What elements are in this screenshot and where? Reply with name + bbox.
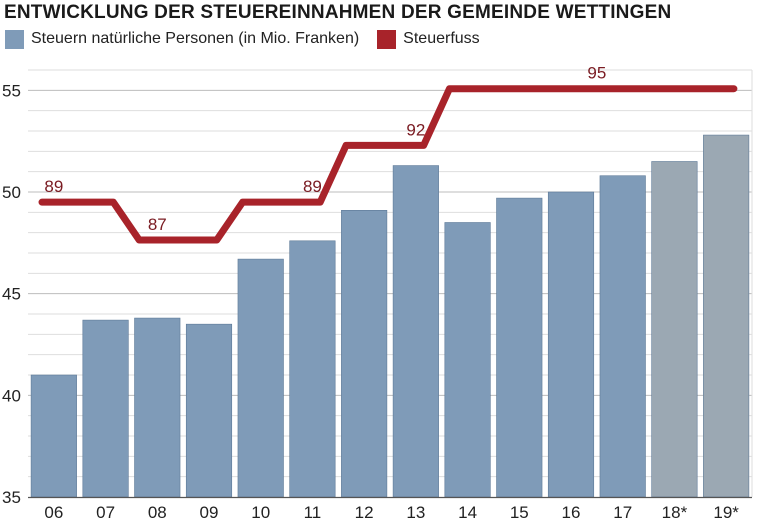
legend-label-steuern: Steuern natürliche Personen (in Mio. Fra…: [31, 30, 360, 47]
x-tick-label: 14: [458, 503, 477, 522]
y-tick-label: 45: [2, 285, 21, 304]
y-tick-label: 40: [2, 386, 21, 405]
chart-title: ENTWICKLUNG DER STEUEREINNAHMEN DER GEME…: [4, 2, 672, 23]
x-tick-label: 08: [148, 503, 167, 522]
x-tick-label: 16: [562, 503, 581, 522]
bar-07: [82, 319, 129, 498]
x-tick-label: 15: [510, 503, 529, 522]
x-tick-label: 06: [44, 503, 63, 522]
x-tick-label: 13: [406, 503, 425, 522]
bar-15: [496, 197, 543, 498]
x-tick-label: 18*: [662, 503, 688, 522]
legend-item-steuerfuss: Steuerfuss: [377, 29, 480, 49]
bar-16: [547, 191, 595, 498]
steuerfuss-label: 89: [303, 177, 322, 196]
steuerfuss-labels: 89 87 89 92 95: [44, 64, 606, 234]
y-tick-label: 35: [2, 488, 21, 507]
x-tick-label: 07: [96, 503, 115, 522]
bar-14: [444, 222, 491, 498]
bar-11: [289, 240, 336, 498]
y-axis: 35 40 45 50 55: [2, 81, 21, 507]
steuerfuss-label: 95: [587, 64, 606, 83]
x-tick-label: 19*: [713, 503, 739, 522]
steuerfuss-path: [38, 85, 738, 244]
legend: Steuern natürliche Personen (in Mio. Fra…: [5, 27, 498, 51]
steuerfuss-label: 92: [406, 120, 425, 139]
steuerfuss-label: 89: [44, 177, 63, 196]
y-tick-label: 50: [2, 183, 21, 202]
legend-swatch-steuern: [5, 29, 24, 49]
x-axis: 06 07 08 09 10 11 12 13 14 15 16 17 18* 19*: [28, 496, 752, 522]
bar-09: [185, 323, 233, 498]
x-tick-label: 11: [304, 503, 322, 522]
x-tick-label: 09: [200, 503, 219, 522]
bar-18-forecast: [651, 161, 698, 498]
legend-item-steuern: Steuern natürliche Personen (in Mio. Fra…: [5, 29, 360, 49]
x-tick-label: 17: [613, 503, 632, 522]
steuerfuss-line: [38, 85, 738, 244]
bar-10: [237, 258, 284, 498]
legend-swatch-steuerfuss: [377, 29, 397, 49]
legend-label-steuerfuss: Steuerfuss: [403, 30, 480, 47]
bar-08: [134, 317, 181, 498]
steuerfuss-label: 87: [148, 215, 167, 234]
bars: [30, 134, 750, 498]
x-tick-label: 12: [355, 503, 374, 522]
bar-19-forecast: [703, 134, 750, 498]
x-tick-label: 10: [251, 503, 270, 522]
bar-17: [599, 175, 646, 498]
bar-13: [392, 165, 439, 498]
bar-12: [341, 210, 388, 498]
y-tick-label: 55: [2, 81, 21, 100]
bar-06: [30, 374, 77, 498]
